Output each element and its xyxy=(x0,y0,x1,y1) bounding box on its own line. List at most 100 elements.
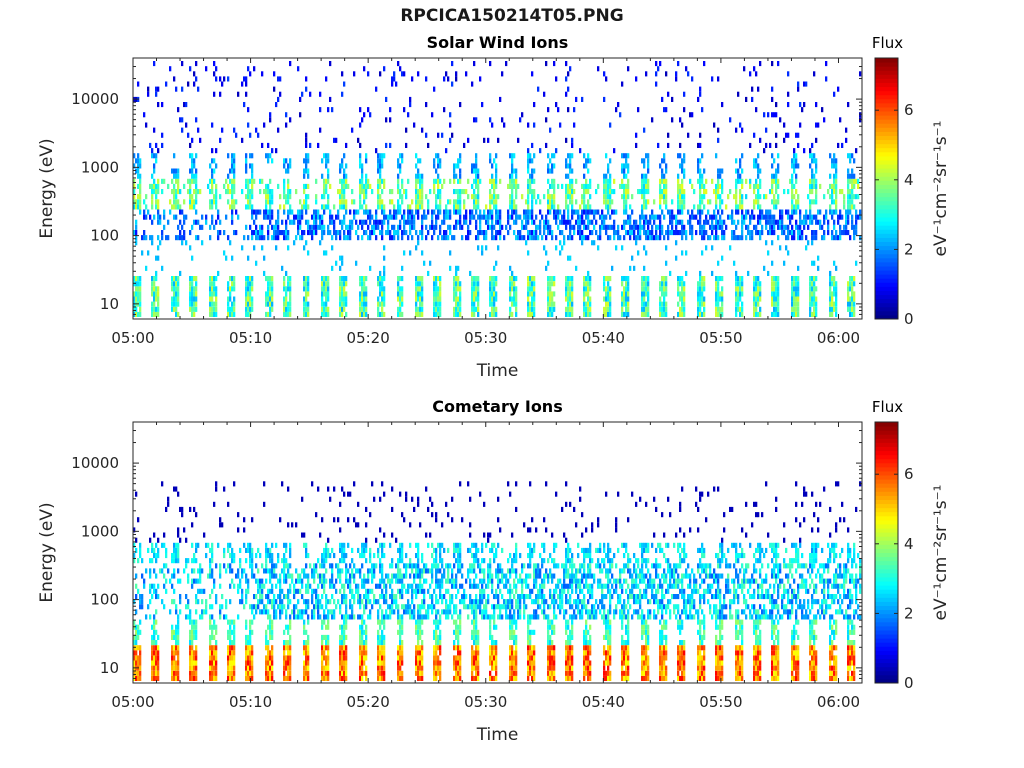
spectrogram-cell xyxy=(809,153,812,159)
spectrogram-cell xyxy=(485,219,488,225)
spectrogram-cell xyxy=(151,235,154,241)
spectrogram-cell xyxy=(703,281,706,287)
spectrogram-cell xyxy=(173,168,176,174)
spectrogram-cell xyxy=(579,148,582,154)
colorbar-segment xyxy=(875,270,898,275)
spectrogram-cell xyxy=(403,214,406,220)
spectrogram-cell xyxy=(269,199,272,205)
spectrogram-cell xyxy=(435,301,438,307)
spectrogram-cell xyxy=(251,178,254,184)
spectrogram-cell xyxy=(771,260,774,266)
spectrogram-cell xyxy=(441,132,444,138)
spectrogram-cell xyxy=(185,240,188,246)
spectrogram-cell xyxy=(173,675,176,681)
spectrogram-cell xyxy=(809,301,812,307)
spectrogram-cell xyxy=(215,301,218,307)
spectrogram-cell xyxy=(269,306,272,312)
spectrogram-cell xyxy=(185,614,188,620)
spectrogram-cell xyxy=(251,230,254,236)
spectrogram-cell xyxy=(377,281,380,287)
spectrogram-cell xyxy=(745,96,748,102)
spectrogram-cell xyxy=(195,665,198,671)
spectrogram-cell xyxy=(647,276,650,282)
spectrogram-cell xyxy=(833,276,836,282)
spectrogram-cell xyxy=(453,224,456,230)
spectrogram-cell xyxy=(833,209,836,215)
colorbar-segment xyxy=(875,119,898,124)
spectrogram-cell xyxy=(163,178,166,184)
spectrogram-cell xyxy=(231,189,234,195)
spectrogram-cell xyxy=(245,665,248,671)
spectrogram-cell xyxy=(335,230,338,236)
spectrogram-cell xyxy=(857,183,860,189)
spectrogram-cell xyxy=(253,245,256,251)
spectrogram-cell xyxy=(193,219,196,225)
spectrogram-cell xyxy=(777,194,780,200)
spectrogram-cell xyxy=(851,168,854,174)
spectrogram-cell xyxy=(543,245,546,251)
spectrogram-cell xyxy=(263,481,266,487)
spectrogram-cell xyxy=(607,189,610,195)
spectrogram-cell xyxy=(515,178,518,184)
spectrogram-cell xyxy=(815,306,818,312)
spectrogram-cell xyxy=(697,311,700,317)
spectrogram-cell xyxy=(859,71,862,77)
spectrogram-cell xyxy=(741,235,744,241)
spectrogram-cell xyxy=(427,230,430,236)
spectrogram-cell xyxy=(225,255,228,261)
spectrogram-cell xyxy=(265,199,268,205)
spectrogram-cell xyxy=(809,219,812,225)
spectrogram-cell xyxy=(269,568,272,574)
spectrogram-cell xyxy=(683,168,686,174)
spectrogram-cell xyxy=(735,276,738,282)
spectrogram-cell xyxy=(853,235,856,241)
spectrogram-cell xyxy=(621,183,624,189)
spectrogram-cell xyxy=(565,219,568,225)
spectrogram-cell xyxy=(161,599,164,605)
spectrogram-cell xyxy=(229,563,232,569)
spectrogram-cell xyxy=(227,634,230,640)
spectrogram-cell xyxy=(175,194,178,200)
spectrogram-cell xyxy=(297,230,300,236)
spectrogram-cell xyxy=(793,235,796,241)
spectrogram-cell xyxy=(681,281,684,287)
spectrogram-cell xyxy=(339,255,342,261)
spectrogram-cell xyxy=(193,71,196,77)
spectrogram-cell xyxy=(317,224,320,230)
spectrogram-cell xyxy=(189,286,192,292)
spectrogram-cell xyxy=(795,153,798,159)
spectrogram-cell xyxy=(569,219,572,225)
spectrogram-cell xyxy=(383,153,386,159)
spectrogram-cell xyxy=(341,91,344,97)
spectrogram-cell xyxy=(551,204,554,210)
spectrogram-cell xyxy=(229,296,232,302)
spectrogram-cell xyxy=(149,214,152,220)
spectrogram-cell xyxy=(267,594,270,600)
spectrogram-cell xyxy=(177,491,180,497)
spectrogram-cell xyxy=(581,240,584,246)
spectrogram-cell xyxy=(307,194,310,200)
spectrogram-cell xyxy=(777,178,780,184)
spectrogram-cell xyxy=(701,311,704,317)
spectrogram-cell xyxy=(699,173,702,179)
spectrogram-cell xyxy=(379,219,382,225)
spectrogram-cell xyxy=(195,76,198,82)
spectrogram-cell xyxy=(707,199,710,205)
spectrogram-cell xyxy=(585,214,588,220)
spectrogram-cell xyxy=(587,168,590,174)
spectrogram-cell xyxy=(163,209,166,215)
spectrogram-cell xyxy=(139,547,142,553)
spectrogram-cell xyxy=(419,173,422,179)
spectrogram-cell xyxy=(527,276,530,282)
spectrogram-cell xyxy=(339,296,342,302)
spectrogram-cell xyxy=(623,194,626,200)
spectrogram-cell xyxy=(793,296,796,302)
spectrogram-cell xyxy=(267,670,270,676)
spectrogram-cell xyxy=(719,276,722,282)
spectrogram-cell xyxy=(215,199,218,205)
spectrogram-cell xyxy=(851,276,854,282)
spectrogram-cell xyxy=(407,219,410,225)
spectrogram-cell xyxy=(269,588,272,594)
spectrogram-cell xyxy=(855,214,858,220)
spectrogram-cell xyxy=(365,230,368,236)
